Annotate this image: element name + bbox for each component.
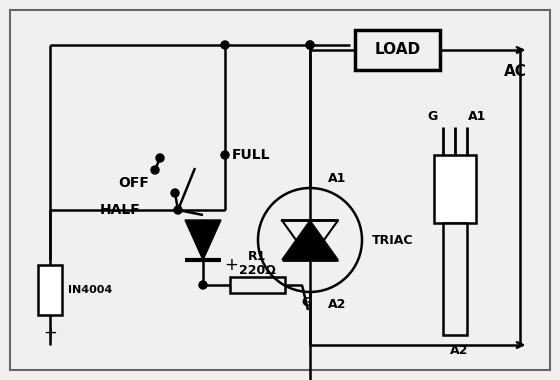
Text: OFF: OFF bbox=[118, 176, 149, 190]
Circle shape bbox=[174, 206, 182, 214]
Text: 220Ω: 220Ω bbox=[239, 264, 276, 277]
Text: AC: AC bbox=[503, 65, 526, 79]
Circle shape bbox=[306, 41, 314, 49]
Circle shape bbox=[221, 41, 229, 49]
Bar bbox=[443, 223, 467, 335]
Text: A2: A2 bbox=[450, 345, 468, 358]
Text: HALF: HALF bbox=[100, 203, 141, 217]
Text: A2: A2 bbox=[328, 298, 347, 310]
Circle shape bbox=[156, 154, 164, 162]
Polygon shape bbox=[185, 220, 221, 260]
Polygon shape bbox=[282, 220, 338, 260]
Bar bbox=[434, 155, 476, 223]
Bar bbox=[230, 277, 285, 293]
Text: IN4004: IN4004 bbox=[68, 285, 112, 295]
Circle shape bbox=[171, 189, 179, 197]
Circle shape bbox=[199, 281, 207, 289]
Text: G: G bbox=[302, 296, 312, 309]
Text: FULL: FULL bbox=[232, 148, 270, 162]
Text: A1: A1 bbox=[328, 171, 347, 185]
Text: LOAD: LOAD bbox=[375, 43, 421, 57]
Text: +: + bbox=[224, 256, 238, 274]
Text: G: G bbox=[428, 111, 438, 124]
Text: TRIAC: TRIAC bbox=[372, 233, 413, 247]
Text: +: + bbox=[43, 324, 57, 342]
Bar bbox=[38, 265, 62, 315]
Circle shape bbox=[151, 166, 159, 174]
Text: A1: A1 bbox=[468, 111, 486, 124]
Bar bbox=[355, 30, 440, 70]
Circle shape bbox=[221, 151, 229, 159]
Text: R1: R1 bbox=[248, 250, 266, 263]
Circle shape bbox=[306, 41, 314, 49]
